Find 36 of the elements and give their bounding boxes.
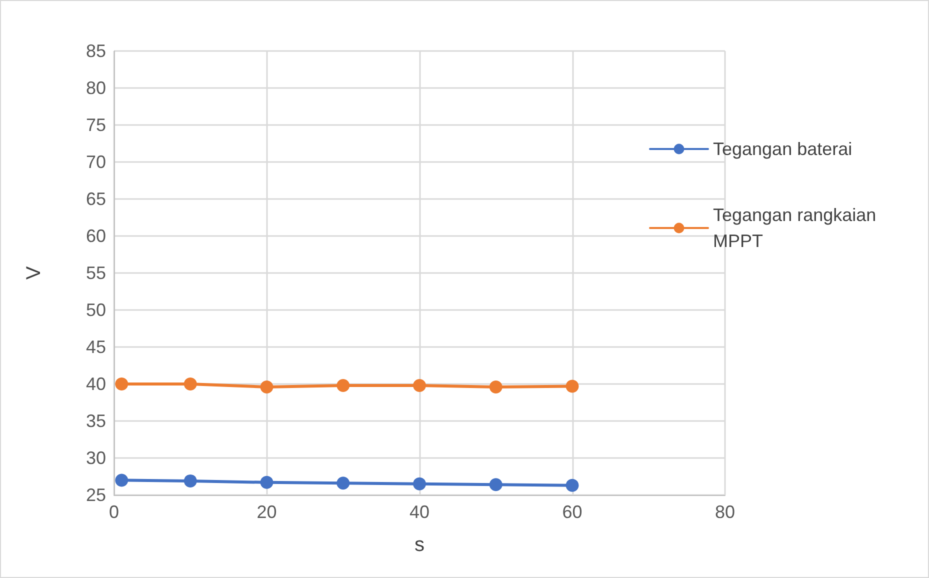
x-tick-label: 40 [409,502,430,522]
y-tick-label: 25 [86,485,106,505]
point [566,478,579,492]
point [260,476,274,489]
point [413,378,426,392]
point [115,378,128,390]
x-axis-title: s [414,534,424,556]
y-tick-label: 35 [86,411,106,431]
y-tick-label: 55 [86,263,106,283]
point [413,477,426,490]
point [184,474,197,488]
y-tick-label: 85 [86,41,106,61]
y-axis-title: V [23,266,45,280]
x-tick-label: 0 [108,502,120,522]
point [489,380,502,394]
x-tick-label: 20 [256,502,277,522]
legend-label: Tegangan rangkaian MPPT [713,205,882,251]
x-tick-label: 80 [714,502,736,522]
point [260,380,274,394]
y-tick-label: 30 [86,448,106,468]
point [336,378,350,392]
point [489,478,502,492]
point [336,476,350,490]
y-tick-label: 75 [86,115,106,135]
y-tick-label: 40 [86,374,106,394]
y-tick-label: 45 [86,337,106,357]
legend-label: Tegangan baterai [713,139,852,159]
y-tick-label: 65 [86,189,106,209]
point [115,474,128,487]
y-tick-label: 70 [86,152,106,172]
y-tick-label: 50 [86,300,106,320]
point [566,380,579,393]
y-tick-label: 80 [86,78,106,98]
x-tick-label: 60 [562,502,582,522]
point [184,378,197,390]
y-tick-label: 60 [86,226,106,246]
